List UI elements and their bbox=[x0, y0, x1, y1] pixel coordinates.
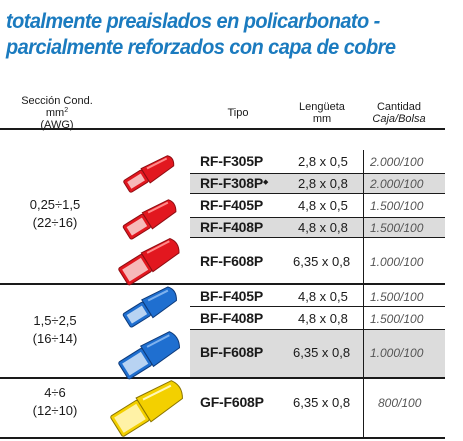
cantidad-cell: 800/100 bbox=[378, 396, 422, 410]
cantidad-cell: 1.000/100 bbox=[370, 346, 424, 360]
tipo-cell: RF-F608P bbox=[200, 253, 263, 269]
group-section: 0,25÷1,5 bbox=[29, 197, 81, 212]
header-cantidad: Cantidad Caja/Bolsa bbox=[366, 101, 432, 125]
group-awg: (16÷14) bbox=[32, 331, 78, 346]
lengueta-cell: 6,35 x 0,8 bbox=[293, 395, 351, 410]
lengueta-cell: 2,8 x 0,5 bbox=[298, 154, 348, 169]
row-divider bbox=[190, 193, 445, 194]
tipo-cell: BF-F408P bbox=[200, 310, 263, 326]
header-cantidad-line1: Cantidad bbox=[376, 101, 422, 113]
tipo-cell: RF-F405P bbox=[200, 197, 263, 213]
row-divider bbox=[190, 173, 445, 174]
group-awg: (12÷10) bbox=[32, 403, 78, 418]
header-seccion-sup: 2 bbox=[64, 107, 69, 114]
title-line-2: parcialmente reforzados con capa de cobr… bbox=[6, 35, 396, 59]
tipo-cell: BF-F608P bbox=[200, 344, 263, 360]
cantidad-cell: 1.500/100 bbox=[370, 199, 424, 213]
cantidad-cell: 2.000/100 bbox=[370, 155, 424, 169]
cantidad-cell: 1.500/100 bbox=[370, 221, 424, 235]
red-connector-icon bbox=[118, 237, 180, 286]
lengueta-cell: 6,35 x 0,8 bbox=[293, 345, 351, 360]
group-section: 1,5÷2,5 bbox=[33, 313, 77, 328]
header-seccion-line2: mm2 bbox=[12, 107, 102, 119]
blue-connector-icon bbox=[118, 331, 181, 380]
cantidad-cell: 2.000/100 bbox=[370, 177, 424, 191]
tipo-cell: GF-F608P bbox=[200, 394, 264, 410]
blue-connector-icon bbox=[122, 286, 177, 328]
lengueta-cell: 2,8 x 0,8 bbox=[298, 176, 348, 191]
lengueta-cell: 6,35 x 0,8 bbox=[293, 254, 351, 269]
header-cantidad-line2: Caja/Bolsa bbox=[372, 113, 426, 125]
header-seccion: Sección Cond. mm2 (AWG) bbox=[12, 95, 102, 131]
group-divider bbox=[0, 377, 445, 379]
tipo-cell: RF-F305P bbox=[200, 153, 263, 169]
group-label-3: 4÷6 (12÷10) bbox=[10, 384, 100, 420]
row-divider bbox=[190, 217, 445, 218]
cantidad-cell: 1.500/100 bbox=[370, 312, 424, 326]
red-connector-icon bbox=[123, 155, 175, 193]
header-seccion-line1: Sección Cond. bbox=[21, 95, 93, 107]
cantidad-cell: 1.000/100 bbox=[370, 255, 424, 269]
row-divider bbox=[190, 306, 445, 307]
group-label-2: 1,5÷2,5 (16÷14) bbox=[10, 312, 100, 348]
tipo-mark: ◆ bbox=[262, 179, 269, 186]
yellow-connector-icon bbox=[110, 380, 183, 437]
header-tipo: Tipo bbox=[227, 107, 249, 119]
row-divider bbox=[190, 237, 445, 238]
group-awg: (22÷16) bbox=[32, 215, 78, 230]
title-line-1: totalmente preaislados en policarbonato … bbox=[6, 9, 380, 33]
lengueta-cell: 4,8 x 0,5 bbox=[298, 198, 348, 213]
header-lengueta-line1: Lengüeta bbox=[299, 101, 345, 113]
row-shade bbox=[190, 173, 445, 193]
header-lengueta-line2: mm bbox=[312, 113, 332, 125]
row-shade bbox=[190, 329, 445, 377]
lengueta-cell: 4,8 x 0,5 bbox=[298, 289, 348, 304]
column-divider bbox=[363, 150, 364, 437]
row-divider bbox=[190, 329, 445, 330]
header-lengueta: Lengüeta mm bbox=[292, 101, 352, 125]
header-bottom-rule bbox=[0, 128, 445, 130]
cantidad-cell: 1.500/100 bbox=[370, 290, 424, 304]
tipo-cell: BF-F405P bbox=[200, 288, 263, 304]
lengueta-cell: 4,8 x 0,8 bbox=[298, 311, 348, 326]
header-seccion-unit: mm bbox=[45, 107, 65, 119]
tipo-cell: RF-F308P◆ bbox=[200, 175, 268, 191]
page-title: totalmente preaislados en policarbonato … bbox=[6, 8, 461, 60]
table-bottom-rule bbox=[0, 437, 445, 439]
group-section: 4÷6 bbox=[44, 385, 66, 400]
red-connector-icon bbox=[122, 199, 177, 240]
row-shade bbox=[190, 217, 445, 237]
group-label-1: 0,25÷1,5 (22÷16) bbox=[10, 196, 100, 232]
lengueta-cell: 4,8 x 0,8 bbox=[298, 220, 348, 235]
tipo-cell: RF-F408P bbox=[200, 219, 263, 235]
group-divider bbox=[0, 283, 445, 285]
tipo-code: RF-F308P bbox=[200, 175, 263, 191]
